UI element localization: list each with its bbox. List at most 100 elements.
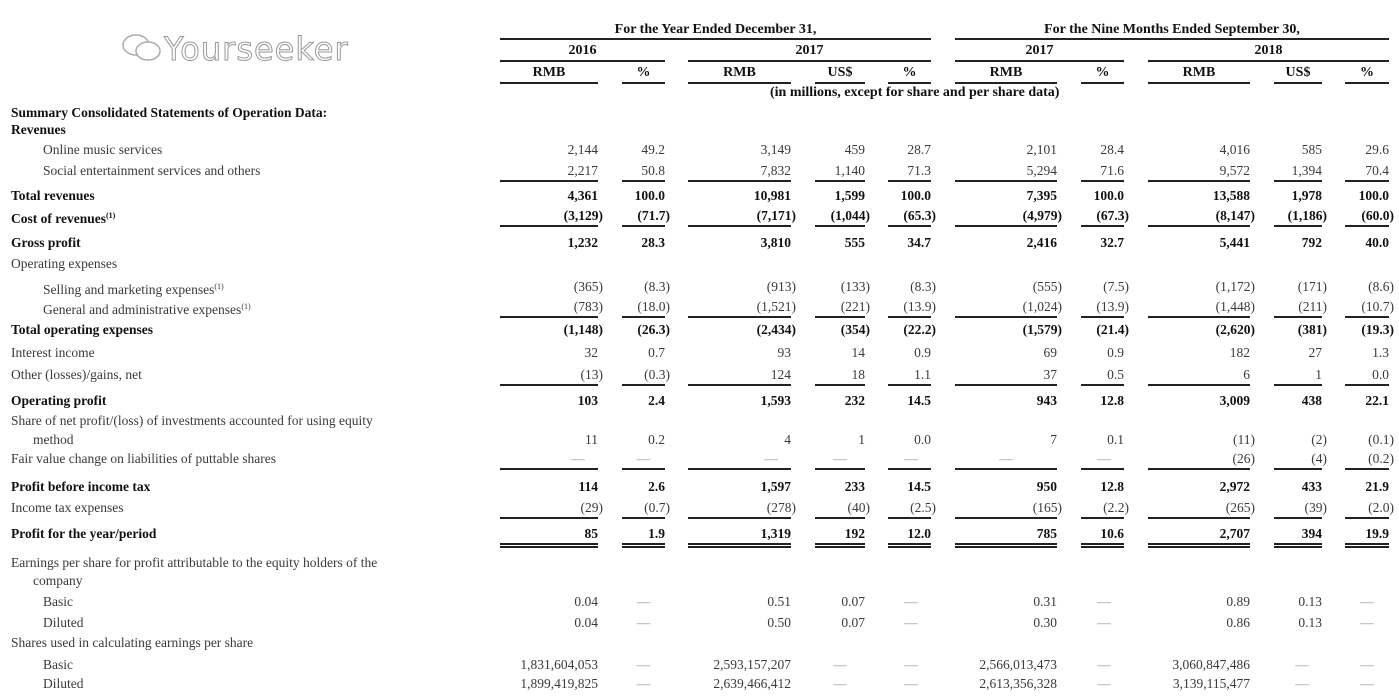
table-cell: 792 [1301, 235, 1322, 250]
underline [1081, 517, 1124, 519]
row-label: General and administrative expenses(1) [43, 299, 251, 318]
underline [688, 316, 791, 318]
underline [1345, 316, 1389, 318]
table-cell: (165) [1032, 500, 1062, 515]
currency-rule [622, 82, 665, 84]
table-cell: (555) [1032, 279, 1062, 294]
table-cell: — [1097, 676, 1111, 691]
table-cell: 0.50 [767, 615, 791, 630]
footnote-marker: (1) [106, 211, 116, 220]
currency-header: US$ [1285, 65, 1311, 80]
row-label-text: Basic [43, 657, 73, 672]
table-cell: (1,579) [1022, 322, 1062, 337]
underline [888, 316, 931, 318]
table-cell: 28.3 [641, 235, 665, 250]
table-cell: (2.5) [910, 500, 936, 515]
underline [815, 180, 865, 182]
table-cell: 100.0 [1093, 188, 1124, 203]
table-cell: — [1097, 657, 1111, 672]
table-cell: 12.8 [1100, 479, 1124, 494]
table-cell: 1.1 [914, 367, 931, 382]
table-cell: 69 [1043, 345, 1058, 360]
table-cell: 1.3 [1372, 345, 1389, 360]
double-underline [1081, 543, 1124, 548]
underline [1148, 468, 1250, 470]
table-cell: — [833, 451, 847, 466]
table-cell: 232 [844, 393, 865, 408]
underline [815, 384, 865, 386]
table-cell: 0.1 [1107, 432, 1124, 447]
table-cell: 555 [844, 235, 865, 250]
table-cell: 29.6 [1365, 142, 1389, 157]
table-cell: 0.9 [914, 345, 931, 360]
row-label-text: Total revenues [11, 188, 95, 203]
underline [815, 517, 865, 519]
row-label-text: Other (losses)/gains, net [11, 367, 142, 382]
table-cell: 2,217 [567, 163, 598, 178]
table-cell: 0.0 [914, 432, 931, 447]
underline [815, 316, 865, 318]
underline [1081, 316, 1124, 318]
currency-rule [1148, 82, 1250, 84]
double-underline [1274, 543, 1322, 548]
table-cell: — [999, 451, 1013, 466]
table-cell: 32 [584, 345, 599, 360]
currency-header: % [636, 65, 651, 80]
row-label-text: Selling and marketing expenses [43, 282, 215, 297]
table-cell: 10.6 [1100, 526, 1124, 541]
table-cell: 103 [577, 393, 598, 408]
row-label: Diluted [43, 676, 84, 692]
table-cell: (8,147) [1215, 208, 1255, 223]
table-cell: 7 [1050, 432, 1057, 447]
underline [955, 517, 1057, 519]
currency-rule [1345, 82, 1389, 84]
table-cell: 85 [584, 526, 599, 541]
period-header-nine-months: For the Nine Months Ended September 30, [1044, 22, 1300, 37]
table-cell: — [636, 657, 651, 672]
row-label: Selling and marketing expenses(1) [43, 279, 224, 298]
table-cell: 1,831,604,053 [520, 657, 598, 672]
table-cell: (1,044) [830, 208, 870, 223]
row-label: Revenues [11, 122, 66, 138]
row-label: Diluted [43, 615, 84, 631]
table-cell: (2.0) [1368, 500, 1394, 515]
table-cell: (0.7) [644, 500, 670, 515]
table-cell: — [571, 451, 585, 466]
table-cell: 1 [1315, 367, 1322, 382]
row-label-text: Summary Consolidated Statements of Opera… [11, 105, 328, 120]
table-cell: (278) [766, 500, 796, 515]
currency-header: % [1360, 65, 1374, 80]
row-label: method [33, 432, 74, 448]
row-label-text: Gross profit [11, 235, 81, 250]
row-label: Shares used in calculating earnings per … [11, 635, 253, 651]
row-label: Interest income [11, 345, 95, 361]
underline [955, 384, 1057, 386]
table-cell: (221) [840, 299, 870, 314]
table-cell: 14.5 [907, 479, 931, 494]
table-cell: 11 [585, 432, 598, 447]
table-cell: (65.3) [903, 208, 936, 223]
unit-note: (in millions, except for share and per s… [770, 85, 1060, 100]
table-cell: 3,139,115,477 [1172, 676, 1250, 691]
currency-rule [1081, 82, 1124, 84]
table-cell: — [636, 594, 651, 609]
row-label-text: Diluted [43, 676, 84, 691]
underline [622, 225, 665, 227]
table-cell: (381) [1297, 322, 1327, 337]
table-cell: (10.7) [1361, 299, 1394, 314]
underline [1345, 225, 1389, 227]
table-cell: 114 [578, 479, 598, 494]
table-cell: 2,144 [567, 142, 598, 157]
table-cell: 5,441 [1219, 235, 1250, 250]
table-cell: 5,294 [1026, 163, 1057, 178]
table-cell: 1.9 [648, 526, 665, 541]
table-cell: 192 [844, 526, 865, 541]
table-cell: 19.9 [1365, 526, 1389, 541]
table-cell: 0.0 [1372, 367, 1389, 382]
table-cell: (3,129) [563, 208, 603, 223]
underline [1274, 225, 1322, 227]
table-cell: 70.4 [1365, 163, 1389, 178]
currency-header: RMB [1182, 65, 1216, 80]
table-cell: 34.7 [907, 235, 931, 250]
table-cell: 2,101 [1026, 142, 1057, 157]
